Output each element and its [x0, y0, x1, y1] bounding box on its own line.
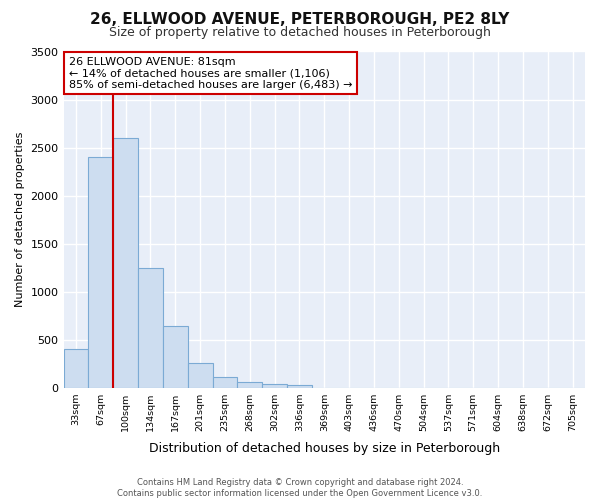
- Bar: [212, 378, 238, 388]
- Bar: [287, 384, 312, 388]
- Bar: [188, 362, 212, 388]
- Bar: [163, 326, 188, 388]
- Bar: [262, 384, 287, 388]
- Text: 26 ELLWOOD AVENUE: 81sqm
← 14% of detached houses are smaller (1,106)
85% of sem: 26 ELLWOOD AVENUE: 81sqm ← 14% of detach…: [69, 56, 352, 90]
- Bar: [138, 268, 163, 388]
- X-axis label: Distribution of detached houses by size in Peterborough: Distribution of detached houses by size …: [149, 442, 500, 455]
- Text: Contains HM Land Registry data © Crown copyright and database right 2024.
Contai: Contains HM Land Registry data © Crown c…: [118, 478, 482, 498]
- Bar: [113, 138, 138, 388]
- Bar: [64, 349, 88, 388]
- Bar: [88, 157, 113, 388]
- Text: 26, ELLWOOD AVENUE, PETERBOROUGH, PE2 8LY: 26, ELLWOOD AVENUE, PETERBOROUGH, PE2 8L…: [91, 12, 509, 28]
- Y-axis label: Number of detached properties: Number of detached properties: [15, 132, 25, 307]
- Bar: [238, 382, 262, 388]
- Text: Size of property relative to detached houses in Peterborough: Size of property relative to detached ho…: [109, 26, 491, 39]
